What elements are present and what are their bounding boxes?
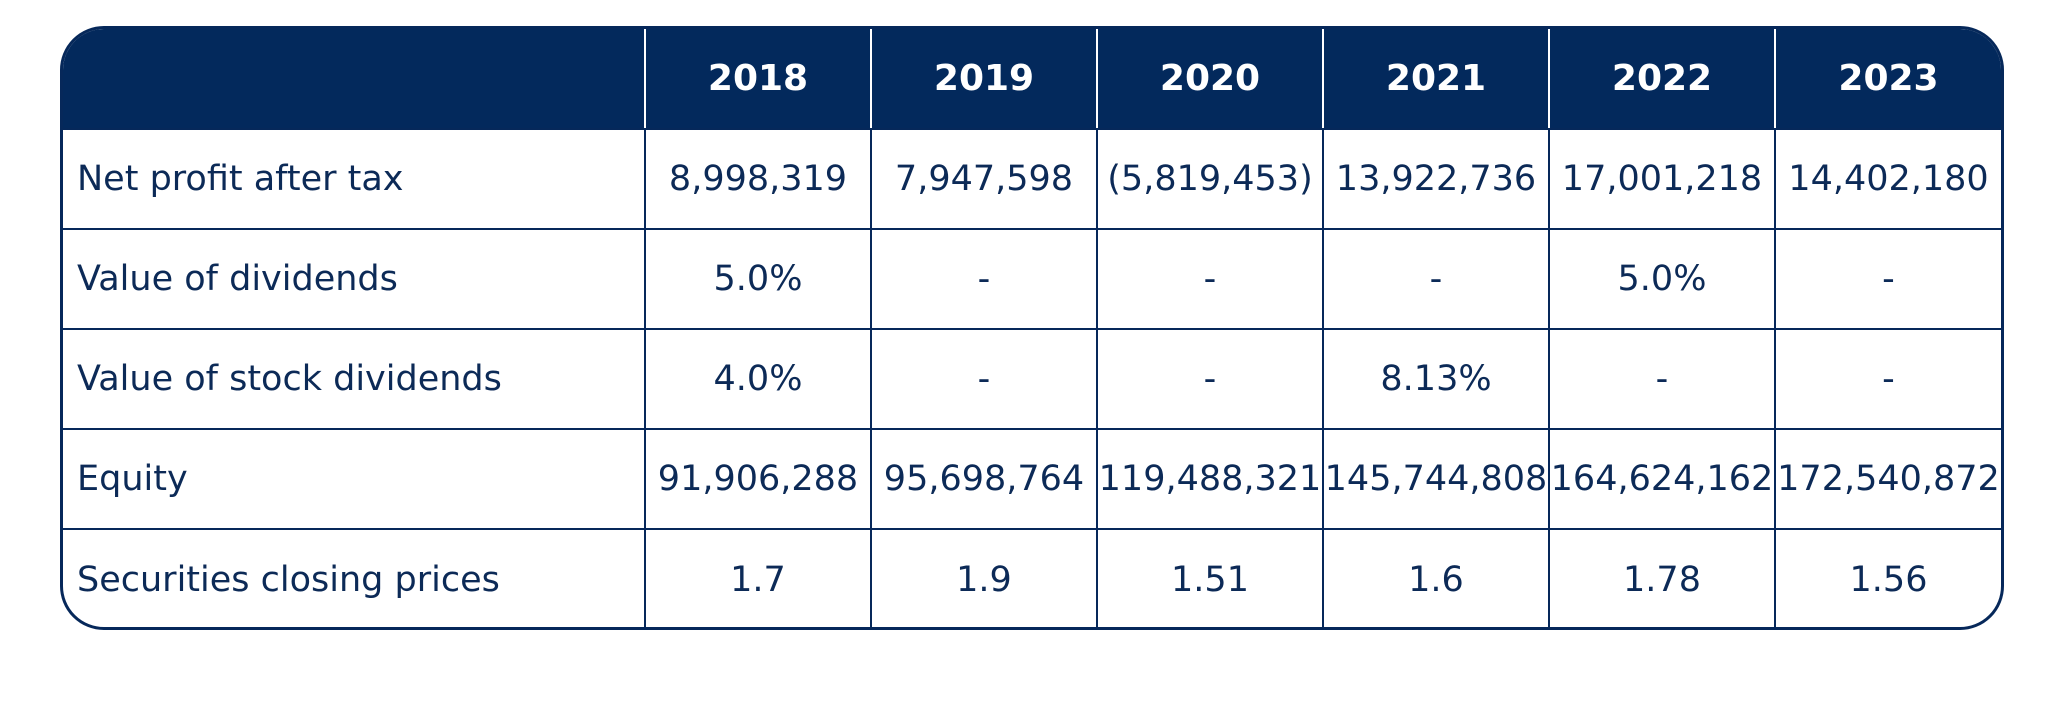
financial-table-container: 2018 2019 2020 2021 2022 2023 Net profit… [60, 26, 2004, 630]
table-row-equity: Equity 91,906,288 95,698,764 119,488,321… [63, 429, 2001, 530]
table-cell: 119,488,321 [1097, 429, 1324, 530]
table-cell: 13,922,736 [1323, 129, 1550, 230]
header-year-2020: 2020 [1097, 29, 1324, 130]
table-cell: - [1097, 329, 1324, 430]
table-cell: 1.56 [1849, 559, 1928, 600]
table-cell: 17,001,218 [1549, 129, 1776, 230]
table-cell: 14,402,180 [1775, 129, 2001, 230]
header-corner-cell [63, 29, 646, 130]
header-year-2018: 2018 [645, 29, 872, 130]
table-cell: 8.13% [1323, 329, 1550, 430]
header-year-2021: 2021 [1323, 29, 1550, 130]
table-cell: 172,540,872 [1775, 429, 2001, 530]
table-cell: - [871, 329, 1098, 430]
table-cell: - [1549, 329, 1776, 430]
row-label: Value of stock dividends [63, 329, 646, 430]
header-year-2023: 2023 [1775, 29, 2001, 130]
table-row-net-profit: Net profit after tax 8,998,319 7,947,598… [63, 129, 2001, 230]
table-cell: 91,906,288 [645, 429, 872, 530]
table-row-dividends: Value of dividends 5.0% - - - 5.0% - [63, 229, 2001, 330]
table-cell: - [1775, 329, 2001, 430]
table-header-row: 2018 2019 2020 2021 2022 2023 [63, 29, 2001, 130]
table-cell: 7,947,598 [871, 129, 1098, 230]
table-cell: 4.0% [645, 329, 872, 430]
table-cell: 5.0% [1549, 229, 1776, 330]
table-cell: - [1323, 229, 1550, 330]
row-label: Value of dividends [63, 229, 646, 330]
table-cell: 1.6 [1323, 529, 1550, 627]
table-cell: (5,819,453) [1097, 129, 1324, 230]
row-label: Equity [63, 429, 646, 530]
header-year-2022: 2022 [1549, 29, 1776, 130]
table-cell: 95,698,764 [871, 429, 1098, 530]
table-cell: 5.0% [645, 229, 872, 330]
table-cell: 1.9 [871, 529, 1098, 627]
table-row-stock-dividends: Value of stock dividends 4.0% - - 8.13% … [63, 329, 2001, 430]
table-cell: 1.7 [645, 529, 872, 627]
table-row-closing-prices: Securities closing prices 1.7 1.9 1.51 1… [63, 529, 2001, 627]
table-cell: 1.51 [1097, 529, 1324, 627]
table-cell: - [1775, 229, 2001, 330]
row-label: Net profit after tax [63, 129, 646, 230]
table-cell: 1.78 [1549, 529, 1776, 627]
header-year-2019: 2019 [871, 29, 1098, 130]
table-cell: 164,624,162 [1549, 429, 1776, 530]
table-cell: - [1097, 229, 1324, 330]
table-cell: 8,998,319 [645, 129, 872, 230]
financial-summary-table: 2018 2019 2020 2021 2022 2023 Net profit… [63, 29, 2001, 627]
row-label: Securities closing prices [63, 529, 646, 627]
table-cell: 145,744,808 [1323, 429, 1550, 530]
table-cell: - [871, 229, 1098, 330]
